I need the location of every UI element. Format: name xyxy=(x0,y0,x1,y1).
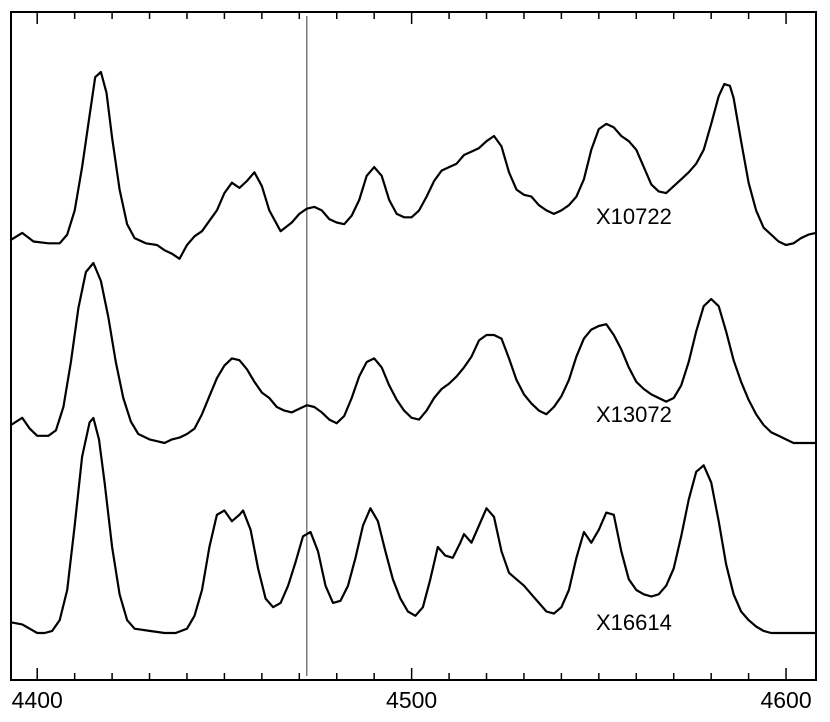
spectra-series xyxy=(9,70,818,635)
x-tick-label-4600: 4600 xyxy=(760,687,811,713)
x-tick-label-4500: 4500 xyxy=(386,687,437,713)
spectrum-line-x16614 xyxy=(9,416,818,635)
series-labels: X10722 X13072 X16614 xyxy=(596,204,672,635)
series-label-x10722: X10722 xyxy=(596,204,672,229)
spectrum-line-x13072 xyxy=(9,261,818,445)
x-axis-ticks xyxy=(36,12,787,680)
plot-frame xyxy=(10,11,817,681)
series-label-x16614: X16614 xyxy=(596,610,672,635)
spectrum-line-x10722 xyxy=(9,70,818,260)
series-label-x13072: X13072 xyxy=(596,402,672,427)
x-axis-tick-labels: 4400 4500 4600 xyxy=(12,687,812,713)
x-tick-label-4400: 4400 xyxy=(12,687,63,713)
